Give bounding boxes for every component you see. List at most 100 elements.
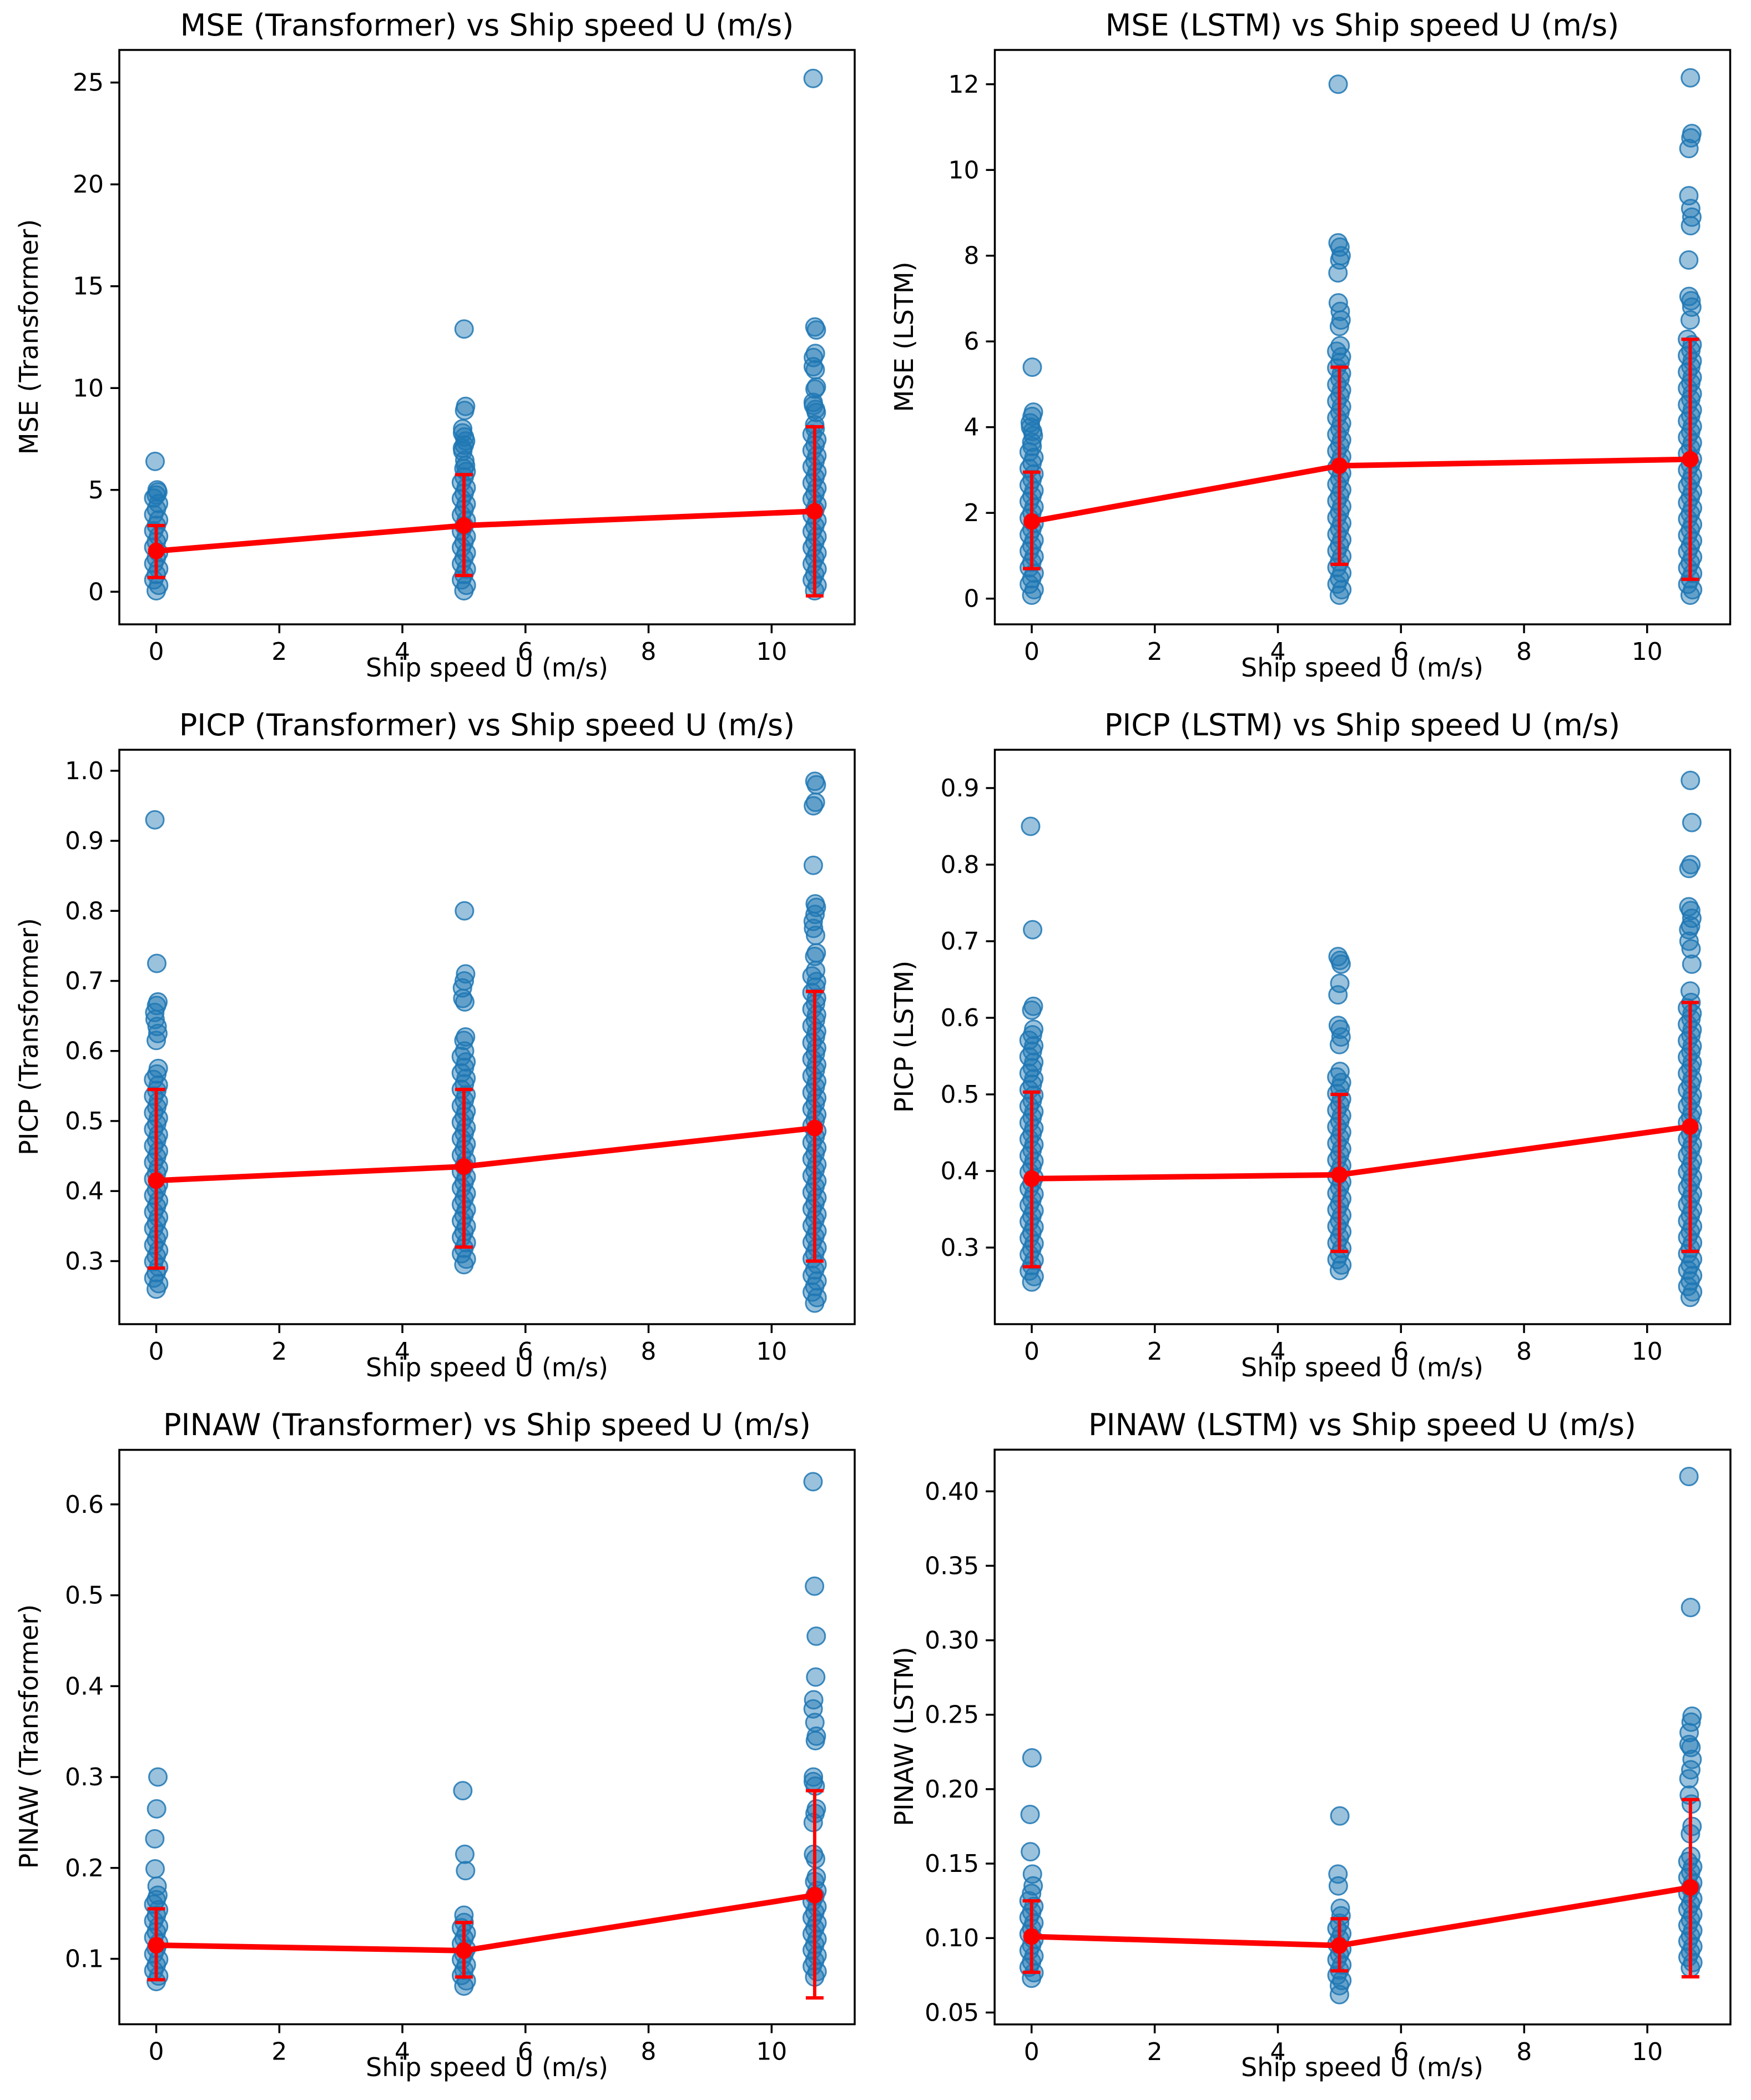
scatter-point	[803, 1472, 823, 1492]
mean-marker	[806, 503, 823, 520]
band-point	[1678, 1145, 1698, 1165]
x-tick-label: 2	[1147, 638, 1163, 666]
x-tick-label: 6	[1393, 2038, 1409, 2066]
scatter-point	[1680, 981, 1700, 1001]
y-tick-label: 10	[948, 156, 980, 184]
y-tick-label: 25	[73, 69, 104, 97]
x-tick-label: 8	[641, 2038, 657, 2066]
mean-marker	[1331, 457, 1348, 474]
scatter-point	[455, 1844, 475, 1864]
mean-marker	[1331, 1166, 1348, 1183]
y-tick-label: 0.05	[925, 1998, 979, 2027]
x-tick-label: 8	[641, 638, 657, 666]
x-tick-label: 2	[271, 2038, 287, 2066]
band-point	[802, 1066, 822, 1086]
x-tick-label: 10	[756, 2038, 787, 2066]
y-tick-label: 10	[73, 374, 104, 402]
band-point	[1678, 378, 1698, 398]
scatter-point	[1329, 1985, 1349, 2005]
scatter-point	[1679, 286, 1699, 306]
x-tick-label: 6	[518, 2038, 533, 2066]
plot-canvas-pinaw-lstm: 0 2 4 6 8 10 0.05 0.10 0.15 0.20 0.25 0.30 0.35 0.40	[925, 1448, 1732, 2066]
scatter-point	[455, 901, 475, 921]
scatter-point	[456, 1027, 476, 1047]
scatter-point	[147, 1876, 167, 1896]
y-tick-label: 0.6	[65, 1491, 104, 1519]
scatter-point	[806, 943, 826, 963]
scatter-point	[1021, 816, 1041, 836]
plot-title: MSE (Transformer) vs Ship speed U (m/s)	[180, 8, 794, 43]
band-point	[1327, 1100, 1347, 1120]
band-point	[802, 1082, 822, 1102]
plot-canvas-pinaw-transformer: 0 2 4 6 8 10 0.1 0.2 0.3 0.4 0.5 0.6	[65, 1448, 856, 2066]
scatter-point	[453, 1781, 473, 1801]
scatter-point	[1328, 233, 1348, 253]
x-tick-label: 6	[1393, 1337, 1409, 1366]
x-tick-label: 0	[149, 638, 164, 666]
x-tick-label: 0	[1024, 2038, 1040, 2066]
band-point	[451, 1047, 471, 1067]
band-point	[1327, 375, 1347, 395]
scatter-point	[805, 317, 825, 337]
x-tick-label: 0	[1024, 1337, 1040, 1366]
scatter-point	[1681, 855, 1701, 875]
plot-frame	[118, 49, 856, 625]
plot-canvas-picp-lstm: 0 2 4 6 8 10 0.3 0.4 0.5 0.6 0.7 0.8 0.9	[941, 749, 1732, 1366]
band-point	[1330, 1062, 1350, 1082]
mean-marker	[1682, 1118, 1699, 1135]
y-axis-label: PINAW (LSTM)	[889, 1647, 919, 1826]
band-point	[1019, 1096, 1039, 1116]
band-point	[1327, 408, 1347, 428]
x-tick-label: 8	[1516, 2038, 1532, 2066]
y-tick-label: 0.5	[65, 1582, 104, 1610]
band-point	[1678, 395, 1698, 415]
scatter-point	[1681, 1598, 1700, 1618]
x-tick-label: 10	[756, 1337, 787, 1366]
band-point	[1327, 425, 1347, 445]
plot-background	[995, 750, 1730, 1324]
band-point	[1327, 391, 1347, 411]
scatter-point	[1329, 1034, 1349, 1054]
band-point	[144, 1086, 164, 1106]
x-tick-label: 0	[149, 1337, 164, 1366]
scatter-point	[1330, 973, 1350, 993]
x-tick-label: 2	[271, 638, 287, 666]
x-tick-label: 8	[641, 1337, 657, 1366]
scatter-point	[1679, 250, 1699, 270]
scatter-point	[805, 344, 825, 364]
scatter-point	[455, 971, 475, 991]
x-tick-label: 2	[1147, 2038, 1163, 2066]
scatter-point	[148, 1023, 168, 1043]
x-tick-label: 10	[756, 638, 787, 666]
x-tick-label: 2	[1147, 1337, 1163, 1366]
y-tick-label: 6	[964, 327, 980, 356]
scatter-point	[805, 905, 825, 925]
y-tick-label: 8	[964, 242, 980, 270]
band-point	[802, 1099, 822, 1119]
scatter-point	[1682, 954, 1702, 974]
x-tick-label: 4	[1270, 1337, 1286, 1366]
plot-frame	[118, 1448, 856, 2026]
scatter-point	[1021, 1842, 1041, 1862]
mean-marker	[455, 517, 472, 534]
band-point	[144, 1119, 164, 1139]
y-tick-label: 0.40	[925, 1477, 979, 1506]
y-tick-label: 0	[964, 585, 980, 613]
band-point	[1024, 1019, 1044, 1039]
y-tick-label: 0.3	[65, 1763, 104, 1791]
band-point	[1019, 1113, 1039, 1133]
scatter-point	[1679, 1466, 1699, 1486]
scatter-point	[145, 1829, 165, 1849]
band-point	[1327, 341, 1347, 361]
y-tick-label: 0.6	[65, 1037, 104, 1066]
y-tick-label: 5	[88, 476, 104, 504]
scatter-point	[147, 1017, 167, 1037]
scatter-point	[806, 1667, 826, 1687]
y-tick-label: 0.5	[65, 1107, 104, 1135]
y-tick-label: 0.4	[65, 1177, 104, 1205]
y-tick-label: 0.6	[941, 1004, 980, 1032]
x-axis-label: Ship speed U (m/s)	[1241, 1352, 1483, 1382]
y-tick-label: 15	[73, 272, 104, 301]
scatter-point	[803, 68, 823, 88]
